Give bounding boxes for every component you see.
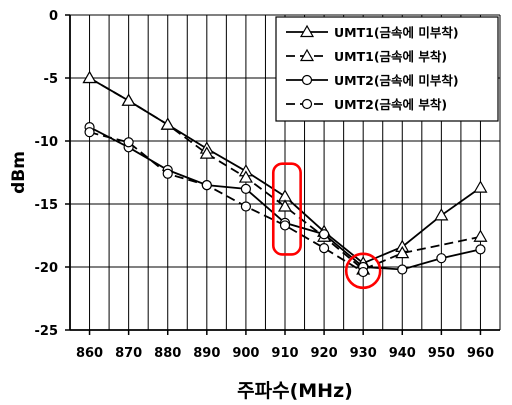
data-point [434,208,449,221]
legend: UMT1(금속에 미부착) UMT1(금속에 부착) UMT2(금속에 미부착) UM… [275,16,499,122]
data-point [318,243,330,254]
data-point [318,229,330,240]
data-point [277,199,293,212]
data-point [123,137,134,148]
y-tick-label: -5 [44,72,58,87]
legend-marker [301,98,313,110]
data-point [279,220,291,231]
legend-label: UMT2(금속에 부착) [334,97,447,112]
legend-marker [301,74,313,86]
data-point [201,180,212,191]
legend-label: UMT1(금속에 미부착) [334,25,459,40]
legend-label: UMT1(금속에 부착) [334,49,447,64]
data-point [240,201,252,212]
x-tick-labels: 860 870 880 890 900 910 920 930 940 950 960 [76,346,494,361]
data-point [199,146,214,159]
series-line [89,131,364,273]
x-tick-label: 860 [76,346,103,361]
x-tick-label: 910 [271,346,298,361]
annotations [271,162,382,290]
data-point [473,180,488,193]
data-point [162,168,173,179]
data-point [121,93,136,106]
axes [65,14,500,335]
x-tick-label: 930 [350,346,377,361]
legend-marker [299,24,315,38]
data-point [240,183,252,194]
data-point [358,266,369,278]
legend-label: UMT2(금속에 미부착) [334,73,459,88]
highlight-circle [344,252,382,290]
highlight-box [271,162,302,256]
y-tick-label: -25 [35,324,59,339]
data-point [475,244,486,255]
x-tick-label: 880 [154,346,181,361]
data-point [84,127,95,138]
data-point [238,170,253,183]
x-tick-label: 870 [115,346,142,361]
x-axis-title: 주파수(MHz) [237,380,353,402]
x-tick-label: 920 [311,346,338,361]
y-axis-title: dBm [9,151,29,194]
data-point [82,70,97,84]
data-point [395,245,410,259]
data-point [473,229,488,242]
series-4 [84,127,369,278]
series-group [82,70,488,278]
data-point [160,117,175,130]
series-line [89,77,481,271]
x-tick-label: 960 [467,346,494,361]
x-tick-label: 940 [389,346,416,361]
x-tick-label: 900 [232,346,259,361]
x-tick-label: 890 [193,346,220,361]
legend-marker [299,48,315,62]
y-tick-label: -10 [35,135,59,150]
y-tick-label: 0 [49,9,58,24]
x-tick-label: 950 [428,346,455,361]
data-point [436,253,447,264]
legend-box [275,16,499,122]
y-tick-label: -15 [35,198,59,213]
y-tick-labels: 0 -5 -10 -15 -20 -25 [35,9,59,339]
data-point [397,264,408,275]
y-tick-label: -20 [35,261,59,276]
